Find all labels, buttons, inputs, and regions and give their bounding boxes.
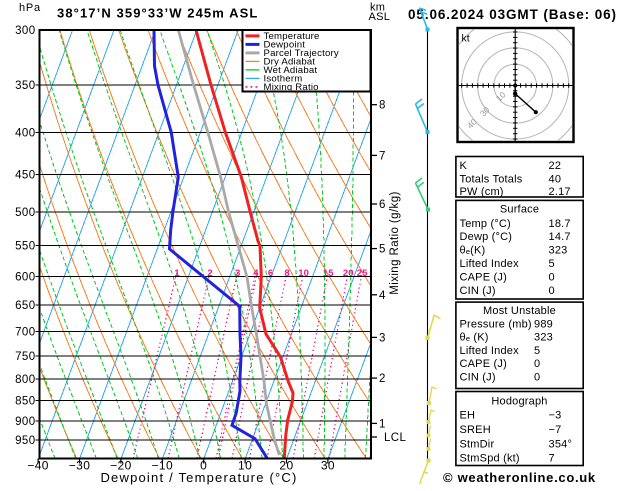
svg-text:CAPE (J): CAPE (J) xyxy=(460,358,507,370)
svg-text:5: 5 xyxy=(549,258,555,270)
svg-text:6: 6 xyxy=(379,199,385,211)
svg-text:3: 3 xyxy=(235,268,240,279)
svg-text:2: 2 xyxy=(379,373,385,385)
svg-text:05.06.2024 03GMT (Base: 06): 05.06.2024 03GMT (Base: 06) xyxy=(408,7,617,22)
svg-text:Dewpoint: Dewpoint xyxy=(264,40,306,51)
svg-text:800: 800 xyxy=(15,374,35,386)
svg-text:22: 22 xyxy=(549,160,562,172)
svg-text:400: 400 xyxy=(15,127,35,139)
svg-text:14.7: 14.7 xyxy=(549,231,571,243)
svg-text:10: 10 xyxy=(238,459,252,473)
svg-text:950: 950 xyxy=(15,435,35,447)
svg-text:20: 20 xyxy=(343,268,354,279)
svg-text:Wet Adiabat: Wet Adiabat xyxy=(264,65,318,76)
svg-text:3: 3 xyxy=(379,332,385,344)
svg-text:StmDir: StmDir xyxy=(460,438,495,450)
svg-text:Dewp (°C): Dewp (°C) xyxy=(460,231,513,243)
svg-text:PW (cm): PW (cm) xyxy=(460,186,504,198)
svg-text:−40: −40 xyxy=(27,459,49,473)
svg-text:500: 500 xyxy=(15,207,35,219)
svg-text:2: 2 xyxy=(207,268,212,279)
svg-text:600: 600 xyxy=(15,272,35,284)
svg-text:kt: kt xyxy=(462,33,470,45)
svg-text:θₑ (K): θₑ (K) xyxy=(460,332,489,344)
svg-text:−7: −7 xyxy=(549,424,562,436)
svg-text:km: km xyxy=(370,2,385,14)
svg-text:15: 15 xyxy=(323,268,334,279)
svg-text:25: 25 xyxy=(357,268,368,279)
svg-text:−10: −10 xyxy=(152,459,174,473)
svg-text:7: 7 xyxy=(549,452,555,464)
svg-text:1: 1 xyxy=(379,418,385,430)
svg-text:© weatheronline.co.uk: © weatheronline.co.uk xyxy=(443,470,596,485)
svg-text:750: 750 xyxy=(15,351,35,363)
svg-text:−3: −3 xyxy=(549,410,562,422)
svg-text:Most Unstable: Most Unstable xyxy=(483,305,556,317)
svg-text:700: 700 xyxy=(15,327,35,339)
svg-text:900: 900 xyxy=(15,416,35,428)
svg-text:Dewpoint / Temperature (°C): Dewpoint / Temperature (°C) xyxy=(100,470,297,485)
svg-text:650: 650 xyxy=(15,300,35,312)
svg-text:7: 7 xyxy=(379,150,385,162)
svg-text:6: 6 xyxy=(268,268,273,279)
svg-text:30: 30 xyxy=(321,459,335,473)
svg-text:1: 1 xyxy=(174,268,180,279)
svg-text:850: 850 xyxy=(15,396,35,408)
svg-text:0: 0 xyxy=(534,358,540,370)
svg-text:Temp (°C): Temp (°C) xyxy=(460,218,511,230)
svg-text:Mixing Ratio: Mixing Ratio xyxy=(264,82,319,93)
svg-text:550: 550 xyxy=(15,241,35,253)
svg-text:Isotherm: Isotherm xyxy=(264,74,303,85)
svg-text:20: 20 xyxy=(279,459,293,473)
svg-text:300: 300 xyxy=(15,25,35,37)
svg-text:10: 10 xyxy=(298,268,309,279)
svg-text:0: 0 xyxy=(549,285,555,297)
svg-text:StmSpd (kt): StmSpd (kt) xyxy=(460,452,520,464)
svg-text:−20: −20 xyxy=(110,459,132,473)
svg-text:Totals Totals: Totals Totals xyxy=(460,174,523,186)
svg-text:EH: EH xyxy=(460,410,476,422)
svg-text:4: 4 xyxy=(253,268,259,279)
svg-text:450: 450 xyxy=(15,169,35,181)
svg-text:323: 323 xyxy=(534,332,553,344)
svg-text:CAPE (J): CAPE (J) xyxy=(460,271,507,283)
svg-text:Hodograph: Hodograph xyxy=(491,395,547,407)
svg-text:θₑ(K): θₑ(K) xyxy=(460,245,486,257)
svg-text:0: 0 xyxy=(549,271,555,283)
svg-text:323: 323 xyxy=(549,245,568,257)
svg-text:Lifted Index: Lifted Index xyxy=(460,345,520,357)
svg-text:K: K xyxy=(460,160,468,172)
svg-text:Parcel Trajectory: Parcel Trajectory xyxy=(264,48,339,59)
svg-text:SREH: SREH xyxy=(460,424,491,436)
svg-text:38°17’N 359°33’W 245m ASL: 38°17’N 359°33’W 245m ASL xyxy=(57,6,258,21)
svg-text:4: 4 xyxy=(379,290,386,302)
svg-text:−30: −30 xyxy=(69,459,91,473)
svg-text:Mixing Ratio (g/kg): Mixing Ratio (g/kg) xyxy=(389,191,401,294)
svg-text:ASL: ASL xyxy=(369,11,391,23)
svg-text:5: 5 xyxy=(534,345,540,357)
svg-text:CIN (J): CIN (J) xyxy=(460,372,496,384)
svg-text:8: 8 xyxy=(379,100,385,112)
svg-text:989: 989 xyxy=(534,318,553,330)
svg-text:0: 0 xyxy=(200,459,207,473)
svg-text:CIN (J): CIN (J) xyxy=(460,285,496,297)
svg-text:Lifted Index: Lifted Index xyxy=(460,258,520,270)
svg-text:Surface: Surface xyxy=(500,204,539,216)
svg-text:354°: 354° xyxy=(549,438,573,450)
svg-text:Temperature: Temperature xyxy=(264,31,320,42)
svg-text:0: 0 xyxy=(534,372,540,384)
svg-text:hPa: hPa xyxy=(19,2,41,14)
svg-text:LCL: LCL xyxy=(384,432,407,444)
svg-text:40: 40 xyxy=(549,174,562,186)
svg-text:Pressure (mb): Pressure (mb) xyxy=(460,318,532,330)
svg-text:350: 350 xyxy=(15,80,35,92)
svg-text:18.7: 18.7 xyxy=(549,218,571,230)
svg-text:8: 8 xyxy=(284,268,289,279)
svg-text:2.17: 2.17 xyxy=(549,186,571,198)
svg-text:Dry Adiabat: Dry Adiabat xyxy=(264,57,316,68)
svg-text:5: 5 xyxy=(379,244,385,256)
